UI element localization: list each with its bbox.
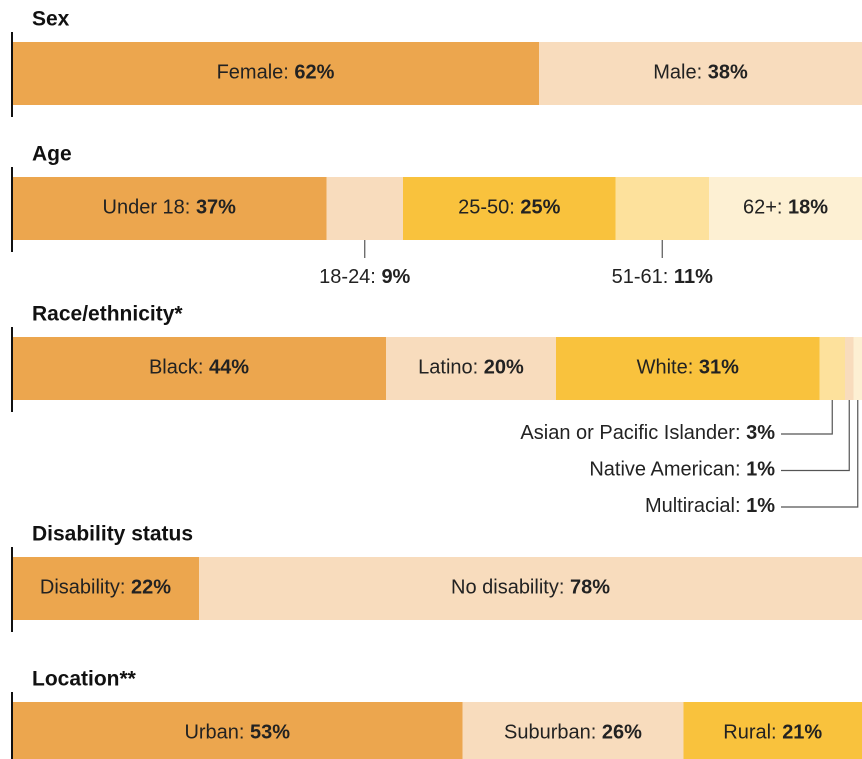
bar-segment (12, 702, 463, 759)
segment-label: 25-50: 25% (458, 197, 561, 219)
segment-label: 62+: 18% (743, 197, 828, 219)
segment-value: 31% (699, 357, 739, 379)
segment-name: Multiracial: (645, 495, 741, 517)
segment-name: White: (637, 357, 694, 379)
segment-value: 20% (484, 357, 524, 379)
segment-label: Suburban: 26% (504, 722, 642, 744)
segment-value: 62% (294, 62, 334, 84)
segment-value: 1% (746, 459, 775, 481)
segment-label: Black: 44% (149, 357, 249, 379)
segment-name: 62+: (743, 197, 782, 219)
segment-name: Asian or Pacific Islander: (520, 422, 740, 444)
segment-value: 3% (746, 422, 775, 444)
section-title: Race/ethnicity* (32, 303, 183, 326)
segment-label: Latino: 20% (418, 357, 524, 379)
segment-label: White: 31% (637, 357, 739, 379)
segment-value: 11% (674, 266, 713, 288)
segment-label: No disability: 78% (451, 577, 610, 599)
section-title: Location** (32, 668, 137, 691)
bar-segment (683, 702, 862, 759)
leader-line (781, 400, 833, 435)
segment-label: Male: 38% (653, 62, 748, 84)
section-title: Sex (32, 8, 70, 31)
segment-name: Disability: (40, 577, 126, 599)
leader-line (781, 400, 850, 472)
segment-label: 51-61: 11% (612, 266, 713, 288)
segment-label: Under 18: 37% (103, 197, 237, 219)
segment-value: 44% (209, 357, 249, 379)
segment-name: Female: (217, 62, 289, 84)
segment-value: 9% (381, 266, 410, 288)
segment-label: Disability: 22% (40, 577, 171, 599)
segment-name: Male: (653, 62, 702, 84)
segment-name: Latino: (418, 357, 478, 379)
bar-segment (12, 557, 199, 620)
bar-segment (709, 177, 862, 240)
bar-segment (845, 337, 854, 400)
segment-value: 22% (131, 577, 171, 599)
segment-value: 1% (746, 495, 775, 517)
segment-name: 51-61: (612, 266, 669, 288)
segment-value: 26% (602, 722, 642, 744)
segment-value: 38% (708, 62, 748, 84)
segment-name: Suburban: (504, 722, 596, 744)
bar-segment (615, 177, 709, 240)
bar-segment (556, 337, 820, 400)
segment-label: Female: 62% (217, 62, 335, 84)
section-title: Age (32, 143, 72, 166)
bar-segment (12, 42, 539, 105)
segment-label: Native American: 1% (589, 459, 775, 481)
bar-segment (326, 177, 403, 240)
segment-value: 78% (570, 577, 610, 599)
segment-name: Under 18: (103, 197, 191, 219)
segment-label: 18-24: 9% (319, 266, 410, 288)
segment-name: 25-50: (458, 197, 515, 219)
section-title: Disability status (32, 523, 193, 546)
segment-name: Rural: (723, 722, 776, 744)
segment-value: 18% (788, 197, 828, 219)
bar-segment (539, 42, 862, 105)
bar-segment (853, 337, 862, 400)
segment-name: No disability: (451, 577, 564, 599)
segment-label: Multiracial: 1% (645, 495, 775, 517)
bar-segment (199, 557, 862, 620)
bar-segment (819, 337, 845, 400)
segment-value: 53% (250, 722, 290, 744)
segment-label: Rural: 21% (723, 722, 822, 744)
bar-segment (403, 177, 616, 240)
bar-segment (386, 337, 556, 400)
bar-segment (462, 702, 684, 759)
segment-value: 25% (520, 197, 560, 219)
segment-name: Native American: (589, 459, 740, 481)
bar-segment (12, 337, 386, 400)
leader-line (781, 400, 859, 508)
segment-label: Urban: 53% (184, 722, 290, 744)
segment-name: Black: (149, 357, 203, 379)
segment-value: 37% (196, 197, 236, 219)
bar-segment (12, 177, 327, 240)
segment-value: 21% (782, 722, 822, 744)
segment-name: 18-24: (319, 266, 376, 288)
segment-name: Urban: (184, 722, 244, 744)
segment-label: Asian or Pacific Islander: 3% (520, 422, 775, 444)
